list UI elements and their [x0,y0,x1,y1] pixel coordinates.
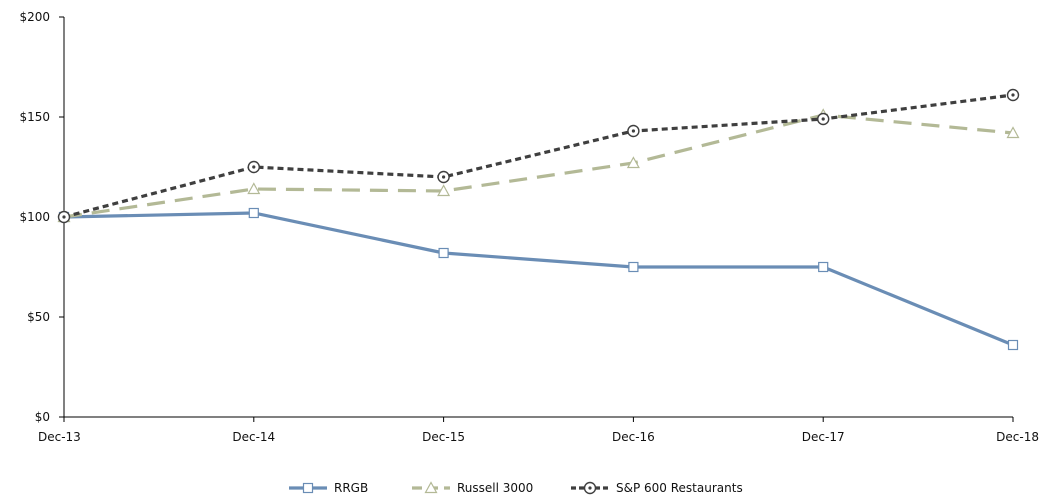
legend-label: RRGB [334,481,368,495]
data-point-russell-3000 [626,156,640,169]
series-layer [57,88,1020,351]
data-point-russell-3000 [247,182,261,195]
legend-marker [583,481,597,495]
legend-marker [302,482,314,494]
series-line-s-p-600-restaurants [63,93,1014,219]
legend-label: Russell 3000 [457,481,533,495]
x-tick-label: Dec-16 [612,430,655,444]
y-tick-label: $100 [19,210,50,224]
data-point-s-p-600-restaurants [247,160,261,174]
legend-item-rrgb: RRGB [289,481,368,495]
x-tick-label: Dec-14 [232,430,275,444]
data-point-s-p-600-restaurants [627,124,640,138]
y-tick-label: $50 [27,310,50,324]
data-point-russell-3000 [437,184,451,197]
series-russell-3000 [57,108,1020,223]
series-s-p-600-restaurants [57,88,1020,224]
data-point-s-p-600-restaurants [817,112,830,126]
series-line-russell-3000 [63,113,1014,219]
data-point-russell-3000 [1006,126,1020,139]
y-axis-ticks: $0 $50 $100 $150 $200 [19,10,64,424]
data-point-rrgb [628,261,639,273]
y-tick-label: $200 [19,10,50,24]
legend-item-russell-3000: Russell 3000 [412,481,533,495]
data-point-rrgb [438,247,449,259]
x-tick-label: Dec-15 [422,430,465,444]
x-tick-label: Dec-18 [996,430,1039,444]
data-point-rrgb [1007,339,1019,351]
chart-legend: RRGB Russell 3000 S&P 600 Restaurants [289,481,743,495]
data-point-s-p-600-restaurants [57,210,71,224]
legend-label: S&P 600 Restaurants [616,481,743,495]
series-line-rrgb [63,211,1014,347]
y-tick-label: $0 [35,410,50,424]
x-tick-label: Dec-17 [802,430,845,444]
series-rrgb [58,207,1019,351]
y-tick-label: $150 [19,110,50,124]
data-point-rrgb [248,207,259,219]
x-tick-label: Dec-13 [38,430,81,444]
chart-axes [63,17,1013,418]
legend-marker [424,481,438,494]
data-point-s-p-600-restaurants [1006,88,1020,102]
data-point-s-p-600-restaurants [437,170,450,184]
data-point-rrgb [818,261,829,273]
legend-item-s-p-600-restaurants: S&P 600 Restaurants [571,481,743,495]
x-axis-ticks: Dec-13 Dec-14 Dec-15 Dec-16 Dec-17 Dec-18 [38,417,1039,444]
